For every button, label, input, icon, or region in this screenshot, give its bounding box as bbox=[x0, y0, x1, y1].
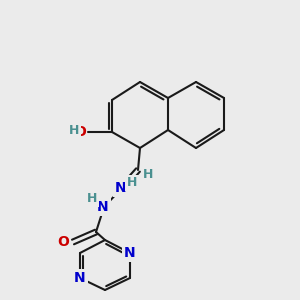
Text: H: H bbox=[127, 176, 137, 190]
Text: N: N bbox=[115, 181, 127, 195]
Text: N: N bbox=[74, 271, 86, 285]
Text: H: H bbox=[87, 193, 97, 206]
Text: H: H bbox=[69, 124, 79, 136]
Text: H: H bbox=[143, 167, 153, 181]
Text: O: O bbox=[57, 235, 69, 249]
Text: O: O bbox=[74, 125, 86, 139]
Text: N: N bbox=[97, 200, 109, 214]
Text: N: N bbox=[124, 246, 136, 260]
